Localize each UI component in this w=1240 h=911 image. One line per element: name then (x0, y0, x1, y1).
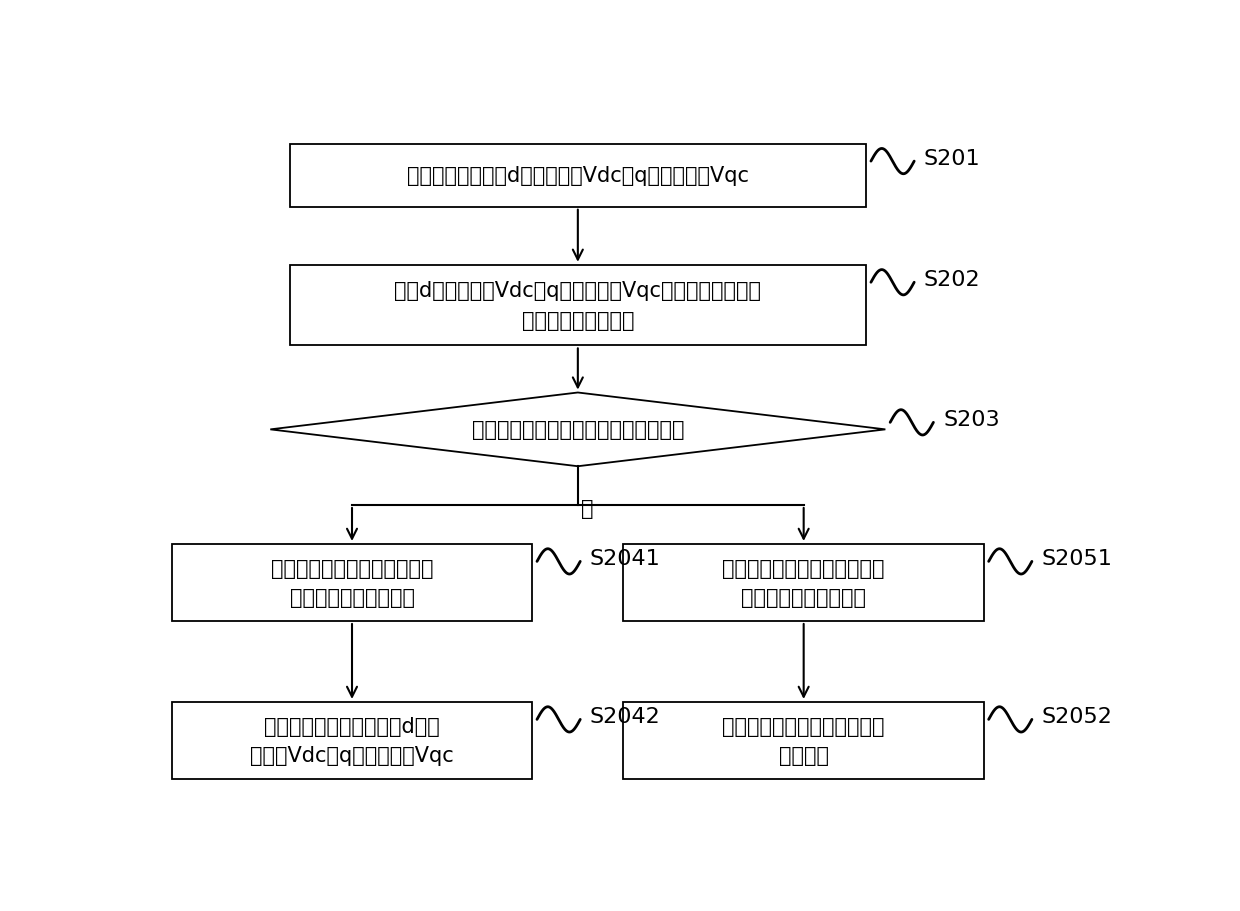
Text: S2051: S2051 (1042, 548, 1112, 568)
Text: S202: S202 (924, 270, 981, 290)
Text: 根据电压饱和率和预设饱和阈
值，确定电压衰减系数: 根据电压饱和率和预设饱和阈 值，确定电压衰减系数 (723, 558, 885, 608)
Text: 依据电压衰减系数，修正三相
电压指令: 依据电压衰减系数，修正三相 电压指令 (723, 716, 885, 765)
Text: 是: 是 (582, 498, 594, 518)
Text: 根据电压饱和率和预设饱和阈
值，确定电压衰减系数: 根据电压饱和率和预设饱和阈 值，确定电压衰减系数 (270, 558, 433, 608)
Text: S2052: S2052 (1042, 706, 1112, 726)
Text: 获取电流环输出的d轴电压指令Vdc和q轴电压指令Vqc: 获取电流环输出的d轴电压指令Vdc和q轴电压指令Vqc (407, 166, 749, 186)
Text: 利用电压衰减系数，修正d轴电
压指令Vdc和q轴电压指令Vqc: 利用电压衰减系数，修正d轴电 压指令Vdc和q轴电压指令Vqc (250, 716, 454, 765)
FancyBboxPatch shape (172, 544, 532, 621)
Polygon shape (270, 393, 885, 466)
FancyBboxPatch shape (290, 144, 866, 208)
Text: 根据d轴电压指令Vdc和q轴电压指令Vqc以及电机的电源电
压，确定电压饱和率: 根据d轴电压指令Vdc和q轴电压指令Vqc以及电机的电源电 压，确定电压饱和率 (394, 281, 761, 331)
Text: 判断电压饱和率是否大于预设饱和阈值: 判断电压饱和率是否大于预设饱和阈值 (471, 420, 684, 440)
Text: S203: S203 (944, 409, 999, 429)
FancyBboxPatch shape (290, 265, 866, 346)
FancyBboxPatch shape (624, 544, 983, 621)
FancyBboxPatch shape (172, 702, 532, 779)
Text: S201: S201 (924, 148, 981, 169)
Text: S2041: S2041 (590, 548, 661, 568)
Text: S2042: S2042 (590, 706, 661, 726)
FancyBboxPatch shape (624, 702, 983, 779)
